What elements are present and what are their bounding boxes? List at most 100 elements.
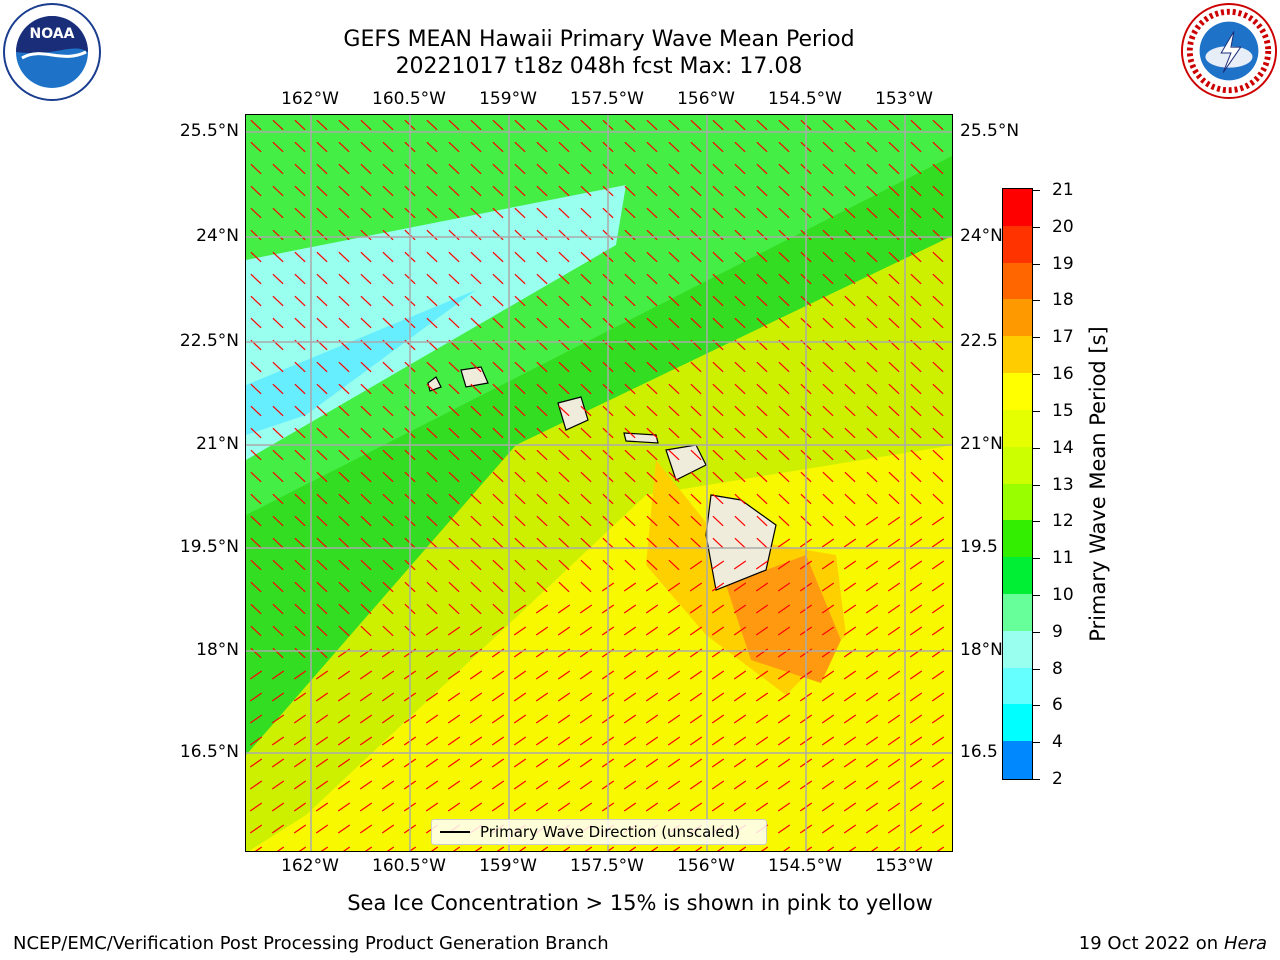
wave-arrow: [338, 405, 350, 417]
wave-arrow: [250, 207, 262, 219]
wave-arrow: [272, 163, 284, 175]
wave-arrow: [888, 427, 900, 439]
wave-arrow: [338, 471, 350, 483]
wave-arrow: [909, 692, 923, 702]
wave-arrow: [557, 802, 571, 812]
wave-arrow: [624, 295, 636, 307]
wave-arrow: [645, 582, 659, 592]
wave-arrow: [712, 317, 724, 329]
wave-arrow: [756, 295, 768, 307]
wave-arrow: [470, 317, 482, 329]
wave-arrow: [822, 471, 834, 483]
wave-arrow: [734, 185, 746, 197]
colorbar-segment: [1003, 483, 1032, 521]
colorbar-tick-mark: [1033, 226, 1040, 228]
wave-arrow: [426, 317, 438, 329]
wave-arrow: [624, 471, 636, 483]
wave-arrow: [755, 714, 769, 724]
wave-arrow: [536, 471, 548, 483]
wave-arrow: [623, 582, 637, 592]
wave-arrow: [932, 119, 944, 131]
wave-arrow: [624, 207, 636, 219]
wave-arrow: [931, 780, 945, 790]
wave-arrow: [448, 185, 460, 197]
wave-arrow: [338, 427, 350, 439]
wave-arrow: [734, 207, 746, 219]
wave-arrow: [337, 824, 351, 834]
wave-arrow: [448, 537, 460, 549]
wave-arrow: [470, 141, 482, 153]
wave-arrow: [338, 581, 350, 593]
wave-arrow: [382, 361, 394, 373]
wave-arrow: [733, 802, 747, 812]
wave-arrow: [932, 383, 944, 395]
wave-arrow: [931, 736, 945, 746]
wave-arrow: [645, 758, 659, 768]
wave-arrow: [447, 670, 461, 680]
colorbar-segment: [1003, 409, 1032, 448]
wave-arrow: [381, 714, 395, 724]
wave-arrow: [887, 736, 901, 746]
wave-arrow: [558, 427, 570, 439]
wave-arrow: [756, 405, 768, 417]
wave-arrow: [557, 626, 571, 636]
wave-arrow: [514, 251, 526, 263]
wave-arrow: [777, 626, 791, 636]
wave-arrow: [492, 317, 504, 329]
wave-arrow: [580, 229, 592, 241]
wave-arrow: [315, 692, 329, 702]
wave-arrow: [491, 714, 505, 724]
wave-arrow: [777, 582, 791, 592]
wave-arrow: [756, 427, 768, 439]
wave-arrow: [250, 361, 262, 373]
lat-label-right: 21°N: [960, 434, 1003, 454]
wave-arrow: [316, 493, 328, 505]
wave-arrow: [294, 141, 306, 153]
wave-arrow: [294, 317, 306, 329]
wave-arrow: [624, 493, 636, 505]
wave-arrow: [536, 383, 548, 395]
wave-arrow: [293, 780, 307, 790]
wave-arrow: [426, 581, 438, 593]
wave-arrow: [755, 626, 769, 636]
wave-arrow: [843, 604, 857, 614]
wave-arrow: [294, 229, 306, 241]
wave-arrow: [689, 560, 703, 570]
wave-arrow: [646, 251, 658, 263]
wave-arrow: [382, 603, 394, 615]
wave-arrow: [558, 119, 570, 131]
wave-arrow: [910, 383, 922, 395]
wave-arrow: [492, 515, 504, 527]
wave-arrow: [932, 361, 944, 373]
wave-arrow: [514, 317, 526, 329]
wave-arrow: [756, 141, 768, 153]
wave-arrow: [514, 493, 526, 505]
wave-arrow: [293, 670, 307, 680]
wave-arrow: [778, 185, 790, 197]
wave-arrow: [492, 537, 504, 549]
wave-arrow: [712, 493, 724, 505]
wave-arrow: [646, 405, 658, 417]
wave-arrow: [734, 141, 746, 153]
wave-arrow: [734, 383, 746, 395]
wave-arrow: [294, 295, 306, 307]
wave-arrow: [492, 383, 504, 395]
wave-arrow: [381, 802, 395, 812]
colorbar-tick-mark: [1033, 594, 1040, 596]
wave-arrow: [667, 736, 681, 746]
wave-arrow: [470, 493, 482, 505]
wave-arrow: [650, 846, 659, 851]
wave-arrow: [866, 295, 878, 307]
wave-arrow: [887, 582, 901, 592]
wave-arrow: [910, 493, 922, 505]
wave-arrow: [315, 780, 329, 790]
wave-arrow: [360, 537, 372, 549]
wave-arrow: [315, 802, 329, 812]
wave-arrow: [909, 560, 923, 570]
wave-arrow: [645, 670, 659, 680]
wave-arrow: [272, 207, 284, 219]
colorbar-tick-mark: [1033, 742, 1040, 744]
wave-arrow: [821, 824, 835, 834]
lat-label-left: 22.5°N: [179, 331, 239, 351]
wave-arrow: [514, 471, 526, 483]
